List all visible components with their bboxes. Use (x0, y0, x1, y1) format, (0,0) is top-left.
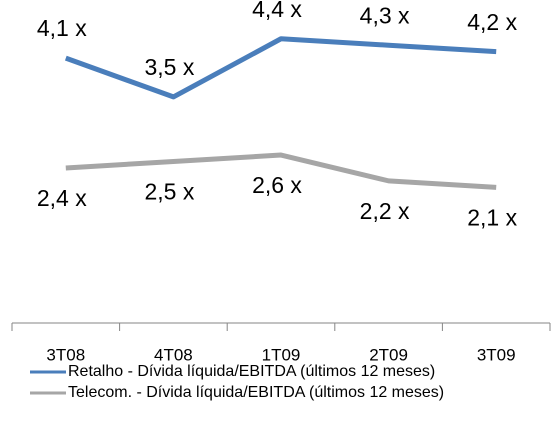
x-tick-label: 1T09 (262, 345, 301, 364)
data-label: 4,1 x (37, 15, 87, 41)
data-label: 2,2 x (360, 198, 410, 224)
legend-label: Retalho - Dívida líquida/EBITDA (últimos… (68, 363, 435, 380)
x-tick-label: 3T09 (477, 345, 516, 364)
series-line (64, 36, 497, 100)
data-label: 3,5 x (144, 54, 194, 80)
data-label: 2,6 x (252, 172, 302, 198)
x-tick-label: 2T09 (369, 345, 408, 364)
data-label: 4,4 x (252, 0, 302, 22)
data-label: 2,5 x (144, 179, 194, 205)
data-label: 2,4 x (37, 185, 87, 211)
x-tick-label: 4T08 (154, 345, 193, 364)
data-label: 4,3 x (360, 2, 410, 28)
data-label: 4,2 x (467, 9, 517, 35)
series-line (65, 152, 497, 190)
legend-label: Telecom. - Dívida líquida/EBITDA (último… (68, 384, 444, 401)
x-tick-label: 3T08 (46, 345, 85, 364)
data-label: 2,1 x (467, 204, 517, 230)
